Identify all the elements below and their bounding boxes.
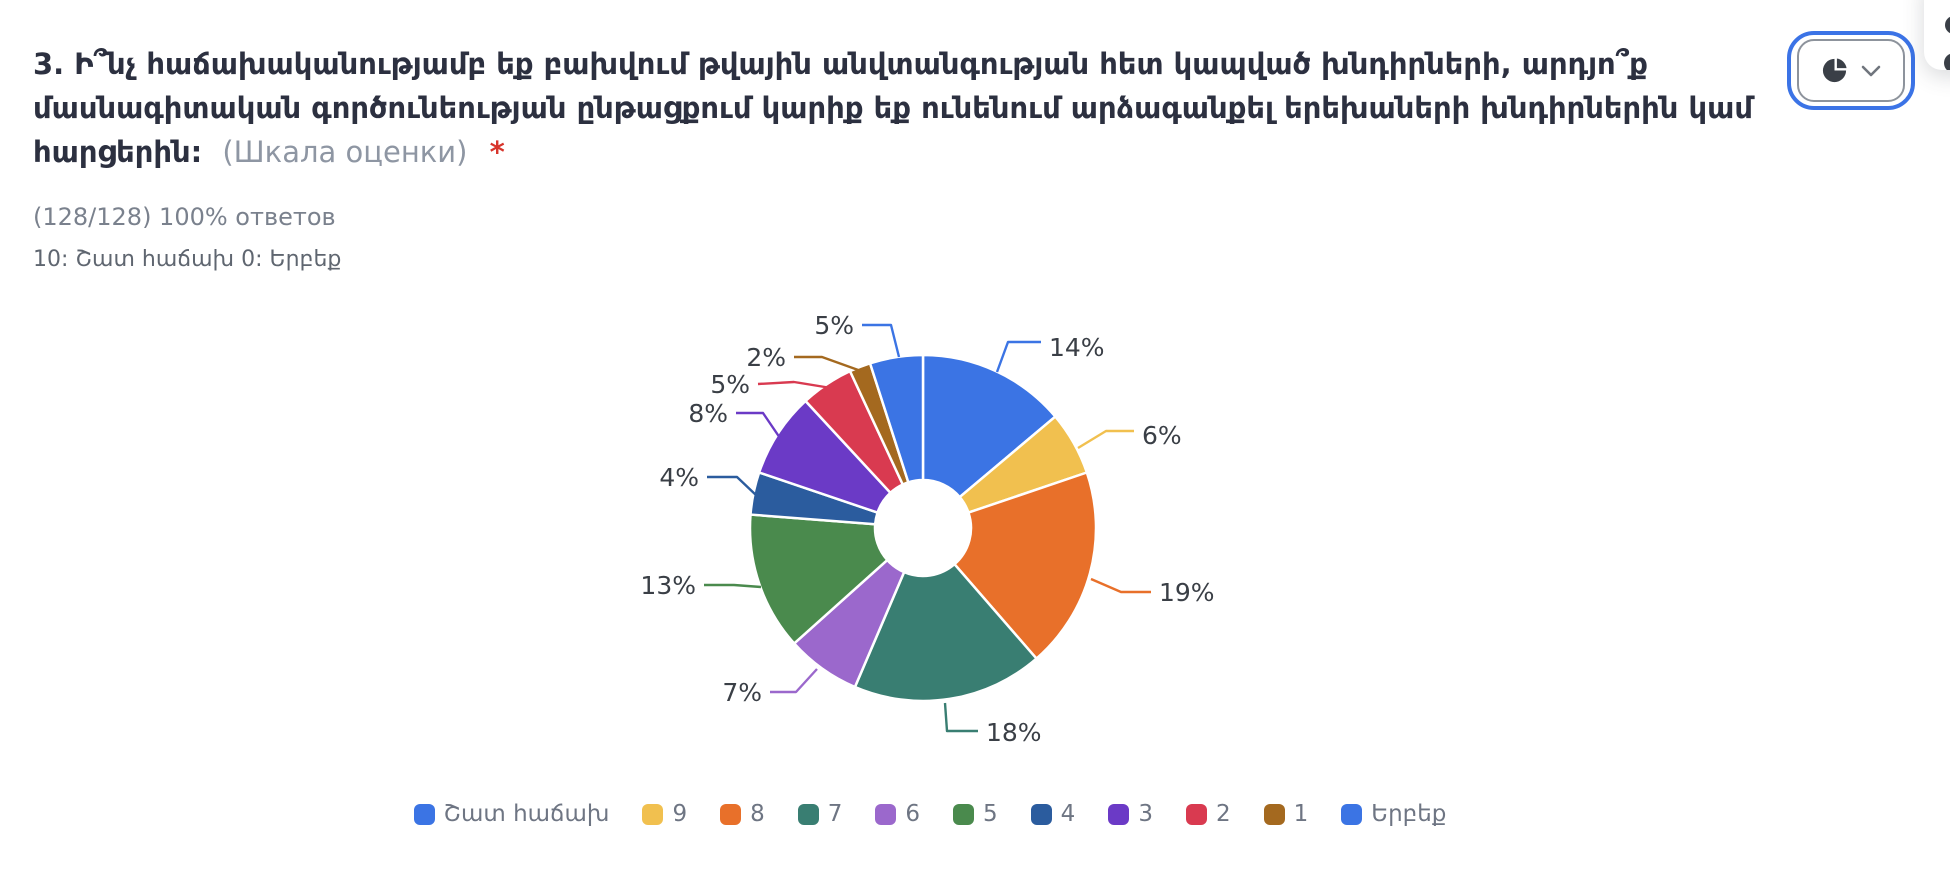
label-callout-line bbox=[794, 355, 862, 373]
legend-label: Շատ հաճախ bbox=[443, 801, 610, 827]
legend-swatch bbox=[1263, 803, 1285, 825]
slice-percent-label: 5% bbox=[814, 311, 854, 340]
legend-item: Շատ հաճախ bbox=[413, 801, 610, 827]
question-title-line-1: 3. Ի՞նչ հաճախականությամբ եք բախվում թվայ… bbox=[33, 47, 1648, 81]
partial-icon bbox=[1945, 16, 1950, 34]
legend-item: 7 bbox=[797, 801, 843, 827]
legend-swatch bbox=[797, 803, 819, 825]
pie-slice[interactable] bbox=[853, 562, 1038, 703]
partial-icon bbox=[1944, 53, 1950, 70]
question-title-line-3: հարցերին: (Шкала оценки) * bbox=[33, 130, 1753, 174]
chevron-down-icon bbox=[1861, 65, 1881, 76]
pie-slice[interactable] bbox=[748, 513, 889, 645]
label-callout-line bbox=[736, 411, 781, 439]
legend-label: 9 bbox=[672, 801, 688, 827]
scale-type-note: (Шкала оценки) bbox=[222, 135, 468, 169]
scale-hint: 10: Շատ հաճախ 0: Երբեք bbox=[33, 247, 342, 272]
legend-item: 3 bbox=[1108, 801, 1153, 827]
pie-slice[interactable] bbox=[921, 353, 1057, 499]
legend-swatch bbox=[875, 803, 897, 825]
question-title-line-2: մասնագիտական գործունեության ընթացքում կա… bbox=[33, 91, 1754, 125]
pie-chart-icon bbox=[1822, 58, 1847, 83]
label-callout-line bbox=[862, 323, 901, 358]
slice-percent-label: 6% bbox=[1142, 421, 1182, 450]
question-title-tail: հարցերին: bbox=[33, 135, 203, 169]
slice-percent-label: 18% bbox=[986, 718, 1042, 747]
slice-percent-label: 13% bbox=[640, 571, 696, 600]
legend-item: 8 bbox=[720, 801, 765, 827]
legend-label: 8 bbox=[750, 801, 765, 827]
label-callout-line bbox=[757, 380, 832, 390]
chart-legend: Շատ հաճախ 9 8 7 6 5 4 3 2 1 Երբեք bbox=[0, 801, 1860, 827]
slice-percent-label: 8% bbox=[688, 399, 728, 428]
slice-percent-label: 5% bbox=[710, 370, 750, 399]
floating-panel bbox=[1924, 0, 1950, 70]
slice-percent-label: 19% bbox=[1159, 578, 1215, 607]
legend-label: 4 bbox=[1060, 801, 1076, 827]
label-callout-line bbox=[707, 475, 758, 497]
legend-swatch bbox=[1185, 803, 1207, 825]
label-callout-line bbox=[1090, 577, 1151, 594]
pie-slice[interactable] bbox=[953, 471, 1098, 660]
legend-item: 5 bbox=[953, 801, 998, 827]
chart-type-button-inner bbox=[1797, 39, 1905, 102]
legend-label: 2 bbox=[1215, 801, 1231, 827]
legend-swatch bbox=[642, 803, 664, 825]
legend-item: 1 bbox=[1263, 801, 1309, 827]
legend-swatch bbox=[413, 803, 435, 825]
slice-percent-label: 2% bbox=[746, 343, 786, 372]
label-callout-line bbox=[995, 340, 1041, 373]
legend-item: 4 bbox=[1030, 801, 1076, 827]
legend-label: 1 bbox=[1293, 801, 1309, 827]
legend-label: 3 bbox=[1138, 801, 1153, 827]
legend-label: 7 bbox=[827, 801, 843, 827]
question-title: 3. Ի՞նչ հաճախականությամբ եք բախվում թվայ… bbox=[33, 42, 1753, 174]
legend-item: 9 bbox=[642, 801, 687, 827]
legend-label: 6 bbox=[905, 801, 921, 827]
legend-item: Երբեք bbox=[1341, 801, 1446, 827]
pie-slice[interactable] bbox=[868, 353, 925, 484]
legend-swatch bbox=[1108, 803, 1130, 825]
legend-swatch bbox=[1030, 803, 1052, 825]
slice-percent-label: 4% bbox=[659, 463, 699, 492]
label-callout-line bbox=[943, 702, 978, 733]
legend-item: 6 bbox=[875, 801, 920, 827]
legend-swatch bbox=[720, 803, 742, 825]
label-callout-line bbox=[1077, 429, 1134, 450]
slice-percent-label: 7% bbox=[722, 678, 762, 707]
legend-label: Երբեք bbox=[1371, 801, 1447, 827]
legend-swatch bbox=[1341, 803, 1363, 825]
chart-type-button[interactable] bbox=[1787, 31, 1915, 110]
required-asterisk: * bbox=[489, 135, 505, 169]
legend-item: 2 bbox=[1185, 801, 1231, 827]
legend-swatch bbox=[953, 803, 975, 825]
responses-stat: (128/128) 100% ответов bbox=[33, 203, 336, 231]
slice-percent-label: 14% bbox=[1049, 333, 1105, 362]
label-callout-line bbox=[770, 668, 818, 694]
legend-label: 5 bbox=[983, 801, 998, 827]
label-callout-line bbox=[704, 583, 762, 589]
